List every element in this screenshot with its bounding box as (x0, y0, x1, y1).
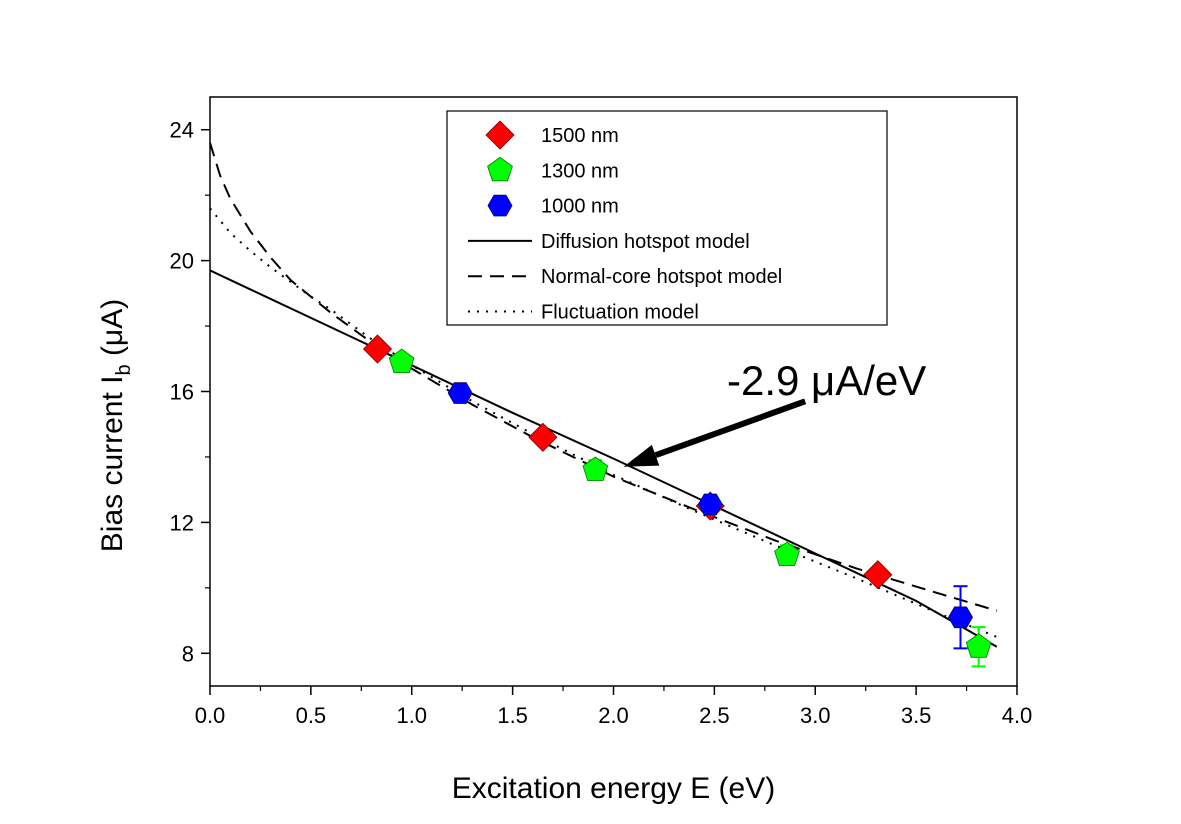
point-0-3 (863, 560, 893, 590)
x-tick-label-4: 2.0 (598, 703, 629, 728)
point-0-0 (362, 334, 393, 364)
annotation: -2.9 μA/eV (623, 357, 926, 467)
point-1-3 (965, 633, 992, 658)
point-1-0 (388, 348, 415, 374)
legend-marker-2 (487, 194, 513, 217)
point-2-0 (447, 382, 473, 404)
x-tick-label-6: 3.0 (800, 703, 831, 728)
x-tick-label-5: 2.5 (699, 703, 730, 728)
x-tick-label-8: 4.0 (1002, 703, 1033, 728)
legend-model-label-2: Fluctuation model (541, 302, 699, 324)
legend-label-1: 1300 nm (541, 160, 619, 182)
legend-label-2: 1000 nm (541, 196, 619, 218)
y-tick-label-2: 16 (170, 380, 194, 405)
y-axis-title-main: Bias current I (96, 376, 129, 553)
point-1-2 (774, 541, 800, 566)
slope-annotation-text: -2.9 μA/eV (727, 357, 926, 404)
y-axis-title: Bias current Ib (μA) (96, 299, 135, 552)
point-1-1 (582, 456, 609, 482)
legend-label-0: 1500 nm (541, 125, 619, 147)
point-0-1 (528, 422, 558, 452)
legend-marker-1 (487, 156, 513, 182)
x-axis-title: Excitation energy E (eV) (452, 772, 775, 805)
legend-marker-0 (485, 120, 515, 150)
y-tick-label-4: 24 (170, 118, 194, 143)
x-tick-label-2: 1.0 (396, 703, 427, 728)
y-axis-title-unit: (μA) (96, 299, 129, 365)
legend-box (446, 110, 888, 326)
point-2-1 (697, 493, 723, 516)
x-tick-label-1: 0.5 (296, 703, 327, 728)
slope-arrow-head (623, 444, 660, 467)
legend-model-label-1: Normal-core hotspot model (541, 266, 782, 288)
point-2-2 (948, 606, 973, 629)
x-tick-label-7: 3.5 (901, 703, 932, 728)
model-line-0 (210, 269, 998, 648)
y-axis-title-sub: b (113, 364, 135, 375)
legend-model-label-0: Diffusion hotspot model (541, 231, 750, 253)
axes: 0.0 0.5 1.0 1.5 2.0 2.5 3.0 3.5 4.0 8 12 16 20 24 Exci… (96, 96, 1033, 805)
y-tick-label-0: 8 (182, 641, 194, 666)
plot-area (210, 142, 998, 668)
legend: 1500 nm 1300 nm 1000 nm Diffusion hotspot m… (446, 110, 888, 326)
y-tick-label-1: 12 (170, 510, 194, 535)
x-tick-label-3: 1.5 (497, 703, 528, 728)
slope-arrow-shaft (654, 398, 807, 459)
y-tick-label-3: 20 (170, 249, 194, 274)
x-tick-label-0: 0.0 (195, 703, 226, 728)
